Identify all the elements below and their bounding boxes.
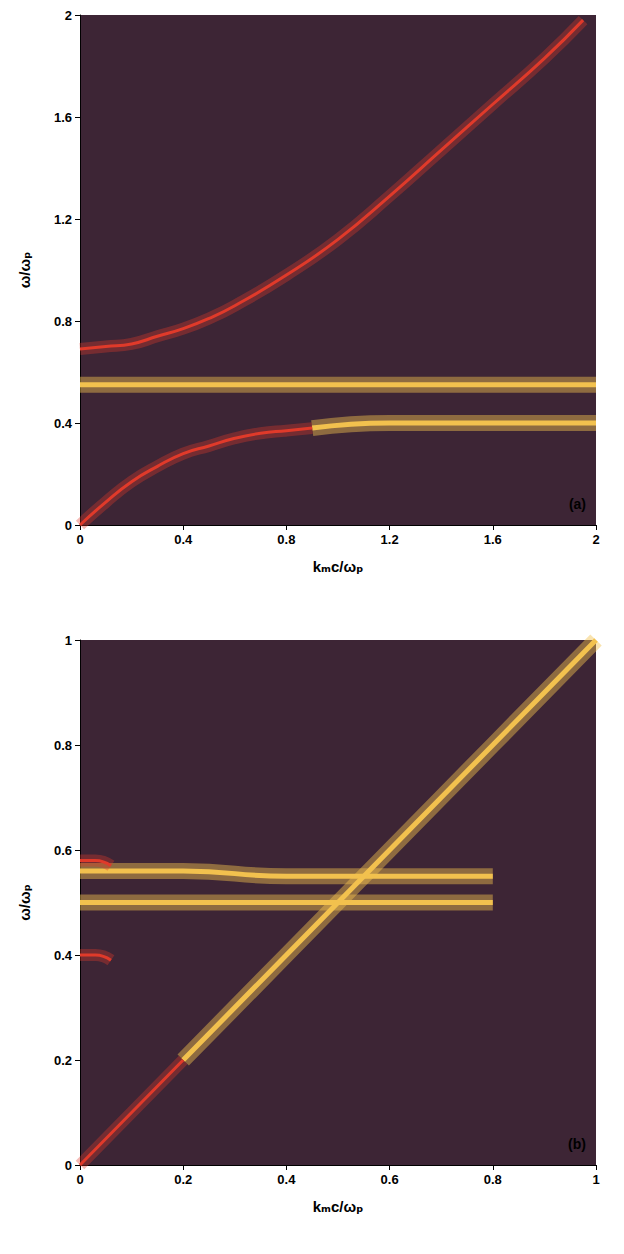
svg-text:0.8: 0.8: [277, 532, 295, 547]
svg-text:0.2: 0.2: [54, 1053, 72, 1068]
svg-text:0.6: 0.6: [381, 1172, 399, 1187]
svg-text:0.4: 0.4: [54, 416, 73, 431]
svg-text:0: 0: [76, 532, 83, 547]
svg-text:0: 0: [65, 1158, 72, 1173]
svg-text:2: 2: [592, 532, 599, 547]
svg-text:0.8: 0.8: [484, 1172, 502, 1187]
svg-text:1.2: 1.2: [381, 532, 399, 547]
svg-text:0.4: 0.4: [277, 1172, 296, 1187]
svg-text:kₘc/ωₚ: kₘc/ωₚ: [313, 558, 364, 575]
svg-text:0.6: 0.6: [54, 843, 72, 858]
svg-text:1: 1: [592, 1172, 599, 1187]
svg-text:0.8: 0.8: [54, 314, 72, 329]
svg-text:2: 2: [65, 8, 72, 23]
svg-text:0.4: 0.4: [174, 532, 193, 547]
svg-text:1: 1: [65, 633, 72, 648]
svg-text:(b): (b): [568, 1136, 586, 1152]
svg-text:1.6: 1.6: [484, 532, 502, 547]
svg-text:1.2: 1.2: [54, 212, 72, 227]
svg-text:0: 0: [76, 1172, 83, 1187]
svg-text:ω/ωₚ: ω/ωₚ: [16, 884, 33, 921]
svg-text:0.4: 0.4: [54, 948, 73, 963]
svg-text:0: 0: [65, 518, 72, 533]
svg-text:0.2: 0.2: [174, 1172, 192, 1187]
svg-text:ω/ωₚ: ω/ωₚ: [16, 252, 33, 289]
svg-text:0.8: 0.8: [54, 738, 72, 753]
svg-text:kₘc/ωₚ: kₘc/ωₚ: [313, 1198, 364, 1215]
svg-text:(a): (a): [569, 496, 586, 512]
svg-text:1.6: 1.6: [54, 110, 72, 125]
